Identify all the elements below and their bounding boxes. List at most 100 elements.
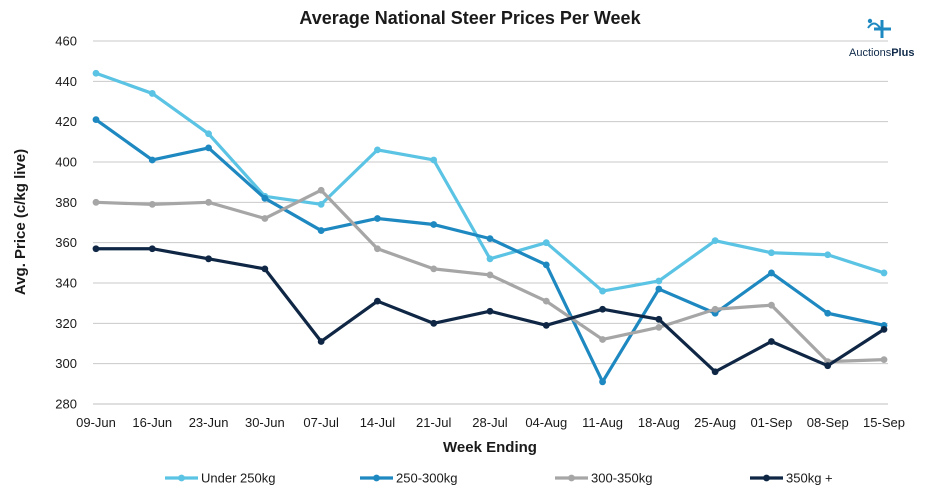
x-tick-label: 08-Sep <box>807 415 849 430</box>
legend-swatch-marker <box>178 474 185 482</box>
data-point <box>599 336 606 343</box>
x-tick-label: 01-Sep <box>750 415 792 430</box>
data-point <box>317 186 325 194</box>
brand-name-suffix: Plus <box>891 47 914 59</box>
data-point <box>374 146 381 154</box>
data-point <box>486 307 494 315</box>
data-point <box>261 194 269 202</box>
data-point <box>205 130 212 138</box>
y-tick-label: 280 <box>55 397 77 412</box>
y-tick-label: 360 <box>55 235 77 250</box>
data-point <box>655 323 663 331</box>
data-point <box>205 198 212 206</box>
data-point <box>92 116 100 124</box>
data-point <box>542 321 550 329</box>
data-point <box>711 237 719 245</box>
data-point <box>148 200 156 208</box>
data-point <box>542 261 550 269</box>
data-point <box>711 368 719 376</box>
x-tick-label: 15-Sep <box>863 415 905 430</box>
y-tick-label: 440 <box>55 74 77 89</box>
series-2 <box>92 116 888 386</box>
data-point <box>205 144 212 152</box>
data-point <box>880 356 888 364</box>
data-point <box>430 156 438 164</box>
chart-title: Average National Steer Prices Per Week <box>299 8 641 28</box>
legend-item: 300-350kg <box>555 471 652 486</box>
data-point <box>599 378 606 386</box>
y-tick-label: 300 <box>55 356 77 371</box>
legend-label: 250-300kg <box>396 471 457 486</box>
x-tick-label: 09-Jun <box>76 415 116 430</box>
data-point <box>317 338 325 345</box>
data-point <box>261 215 269 222</box>
legend: Under 250kg 250-300kg 300-350kg 350kg + <box>165 471 833 486</box>
data-point <box>92 69 100 77</box>
series-1 <box>92 69 888 295</box>
legend-swatch-marker <box>763 474 770 482</box>
data-point <box>655 285 663 293</box>
legend-label: Under 250kg <box>201 471 275 486</box>
brand-name-prefix: Auctions <box>849 47 892 59</box>
x-tick-label: 23-Jun <box>189 415 229 430</box>
data-point <box>824 251 832 259</box>
data-point <box>768 301 775 309</box>
auctionsplus-logo-icon <box>867 18 891 38</box>
legend-item: 250-300kg <box>360 471 457 486</box>
legend-item: Under 250kg <box>165 471 275 486</box>
y-tick-label: 380 <box>55 195 77 210</box>
x-tick-label: 11-Aug <box>582 415 623 430</box>
data-point <box>317 227 325 234</box>
data-point <box>880 269 888 277</box>
brand-logo: AuctionsPlus <box>849 18 914 59</box>
x-tick-label: 18-Aug <box>638 415 680 430</box>
x-tick-label: 28-Jul <box>472 415 508 430</box>
data-point <box>768 249 775 257</box>
y-tick-label: 400 <box>55 155 77 170</box>
series-lines <box>92 69 888 386</box>
y-tick-label: 460 <box>55 34 77 49</box>
legend-item: 350kg + <box>750 471 833 486</box>
data-point <box>261 265 269 273</box>
data-point <box>148 90 156 97</box>
series-4 <box>92 245 888 376</box>
data-point <box>486 235 494 243</box>
data-point <box>824 362 832 370</box>
data-point <box>599 287 606 295</box>
data-point <box>599 305 606 313</box>
data-point <box>655 277 663 285</box>
data-point <box>486 271 494 279</box>
x-tick-label: 14-Jul <box>360 415 396 430</box>
x-axis-ticks: 09-Jun 16-Jun 23-Jun 30-Jun 07-Jul 14-Jul 21-J… <box>76 415 905 430</box>
data-point <box>542 239 550 247</box>
x-tick-label: 07-Jul <box>303 415 339 430</box>
svg-text:AuctionsPlus: AuctionsPlus <box>849 47 914 59</box>
x-axis-label: Week Ending <box>443 439 537 456</box>
data-point <box>92 198 100 206</box>
data-point <box>374 297 381 305</box>
x-tick-label: 21-Jul <box>416 415 452 430</box>
data-point <box>205 255 212 263</box>
legend-label: 300-350kg <box>591 471 652 486</box>
data-point <box>430 265 438 273</box>
data-point <box>542 297 550 305</box>
data-point <box>768 269 775 277</box>
x-tick-label: 25-Aug <box>694 415 736 430</box>
data-point <box>374 245 381 253</box>
legend-label: 350kg + <box>786 471 833 486</box>
x-tick-label: 30-Jun <box>245 415 285 430</box>
legend-swatch-marker <box>373 474 380 482</box>
data-point <box>711 305 719 313</box>
data-point <box>317 200 325 208</box>
data-point <box>148 245 156 253</box>
data-point <box>148 156 156 164</box>
data-point <box>374 215 381 222</box>
data-point <box>824 309 832 317</box>
y-tick-label: 340 <box>55 276 77 291</box>
y-tick-label: 420 <box>55 114 77 129</box>
data-point <box>768 338 775 345</box>
data-point <box>655 315 663 323</box>
y-axis-ticks: 280 300 320 340 360 380 400 420 440 460 <box>55 34 77 412</box>
gridlines <box>93 40 888 365</box>
